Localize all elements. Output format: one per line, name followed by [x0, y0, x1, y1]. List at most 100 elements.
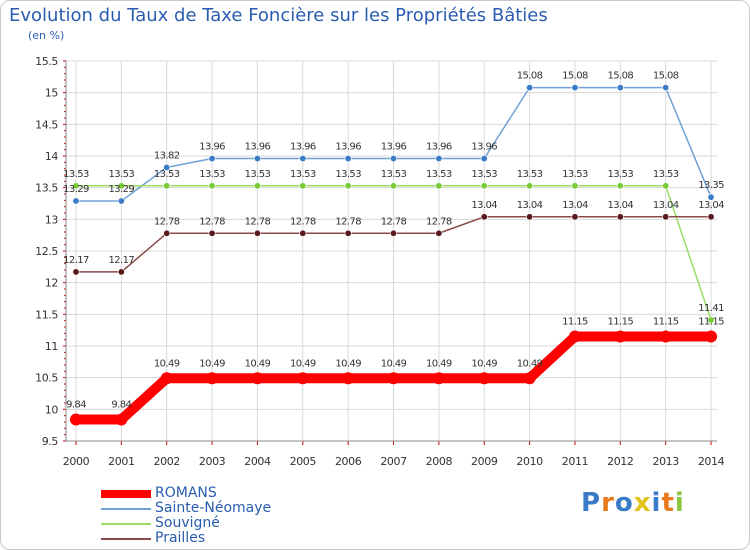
point-prailles: [662, 213, 670, 221]
legend-item: Sainte-Néomaye: [101, 501, 271, 516]
point-sainte-neomaye: [616, 84, 624, 92]
x-tick-label: 2007: [380, 455, 407, 468]
data-label: 13.96: [381, 142, 407, 153]
point-souvigne: [344, 182, 352, 190]
data-label: 11.15: [653, 317, 679, 328]
data-label: 13.04: [471, 200, 497, 211]
data-label: 13.53: [63, 169, 89, 180]
data-label: 13.53: [607, 169, 633, 180]
point-sainte-neomaye: [117, 197, 125, 205]
x-tick-label: 2001: [108, 455, 134, 468]
data-label: 13.53: [471, 169, 497, 180]
point-prailles: [253, 229, 261, 237]
data-label: 13.53: [653, 169, 679, 180]
point-sainte-neomaye: [390, 155, 398, 163]
point-sainte-neomaye: [208, 155, 216, 163]
series-layer: [70, 84, 718, 426]
data-label: 12.78: [199, 216, 225, 227]
x-tick-label: 2009: [471, 455, 498, 468]
data-label: 13.96: [245, 142, 271, 153]
y-tick-label: 12.5: [35, 245, 58, 258]
point-romans: [342, 372, 355, 385]
data-label: 11.15: [698, 317, 724, 328]
data-label: 13.96: [335, 142, 361, 153]
data-label: 13.04: [653, 200, 679, 211]
point-romans: [251, 372, 264, 385]
legend-item: Prailles: [101, 531, 271, 546]
y-tick-label: 15.5: [35, 55, 58, 68]
data-labels: 9.84 9.84 10.49 10.49 10.49 10.49 10.49 10.49 10…: [63, 71, 725, 411]
data-label: 15.08: [517, 71, 543, 82]
point-sainte-neomaye: [707, 193, 715, 201]
point-sainte-neomaye: [435, 155, 443, 163]
data-label: 10.49: [199, 358, 225, 369]
data-label: 12.78: [154, 216, 180, 227]
data-label: 10.49: [245, 358, 271, 369]
point-romans: [478, 372, 491, 385]
data-label: 13.96: [426, 142, 452, 153]
y-tick-label: 14.5: [35, 118, 58, 131]
point-sainte-neomaye: [72, 197, 80, 205]
logo-letter: t: [661, 488, 675, 518]
logo-letter: r: [601, 488, 615, 518]
legend-swatch: [101, 537, 151, 540]
data-label: 12.78: [381, 216, 407, 227]
unit-label: (en %): [28, 29, 65, 42]
x-tick-label: 2004: [244, 455, 271, 468]
point-sainte-neomaye: [571, 84, 579, 92]
proxiti-logo: Proxiti: [581, 488, 685, 518]
data-label: 13.53: [381, 169, 407, 180]
point-souvigne: [707, 316, 715, 324]
chart-title: Evolution du Taux de Taxe Foncière sur l…: [9, 5, 548, 26]
point-souvigne: [163, 182, 171, 190]
x-tick-label: 2014: [698, 455, 725, 468]
x-tick-label: 2008: [426, 455, 453, 468]
point-romans: [705, 330, 718, 343]
data-label: 15.08: [562, 71, 588, 82]
point-romans: [296, 372, 309, 385]
point-prailles: [526, 213, 534, 221]
point-sainte-neomaye: [253, 155, 261, 163]
point-prailles: [208, 229, 216, 237]
point-sainte-neomaye: [526, 84, 534, 92]
grid: [66, 60, 717, 442]
point-sainte-neomaye: [299, 155, 307, 163]
point-prailles: [616, 213, 624, 221]
point-souvigne: [390, 182, 398, 190]
point-romans: [115, 413, 128, 426]
point-prailles: [707, 213, 715, 221]
y-tick-label: 14: [45, 150, 59, 163]
point-romans: [206, 372, 219, 385]
point-souvigne: [480, 182, 488, 190]
data-label: 10.49: [290, 358, 316, 369]
data-label: 11.15: [607, 317, 633, 328]
axes: 9.5 10 10.5 11 11.5 12 12.5 13 13.5 14 14.5 15 15.5 2…: [35, 55, 725, 468]
data-label: 13.82: [154, 150, 180, 161]
point-sainte-neomaye: [344, 155, 352, 163]
legend-item: Souvigné: [101, 516, 271, 531]
point-prailles: [435, 229, 443, 237]
point-prailles: [299, 229, 307, 237]
x-tick-label: 2006: [335, 455, 362, 468]
data-label: 13.04: [562, 200, 588, 211]
data-label: 13.53: [199, 169, 225, 180]
legend-label: Prailles: [155, 530, 206, 546]
x-tick-label: 2010: [516, 455, 543, 468]
point-souvigne: [208, 182, 216, 190]
legend-swatch: [101, 489, 151, 498]
legend-swatch: [101, 522, 151, 525]
legend-swatch: [101, 507, 151, 510]
data-label: 13.96: [199, 142, 225, 153]
data-label: 12.78: [245, 216, 271, 227]
point-romans: [568, 330, 581, 343]
point-romans: [523, 372, 536, 385]
point-prailles: [163, 229, 171, 237]
logo-letter: x: [633, 488, 652, 518]
data-label: 10.49: [426, 358, 452, 369]
data-label: 13.53: [562, 169, 588, 180]
point-prailles: [72, 268, 80, 276]
data-label: 13.53: [154, 169, 180, 180]
x-tick-label: 2005: [290, 455, 317, 468]
point-romans: [160, 372, 173, 385]
data-label: 10.49: [471, 358, 497, 369]
